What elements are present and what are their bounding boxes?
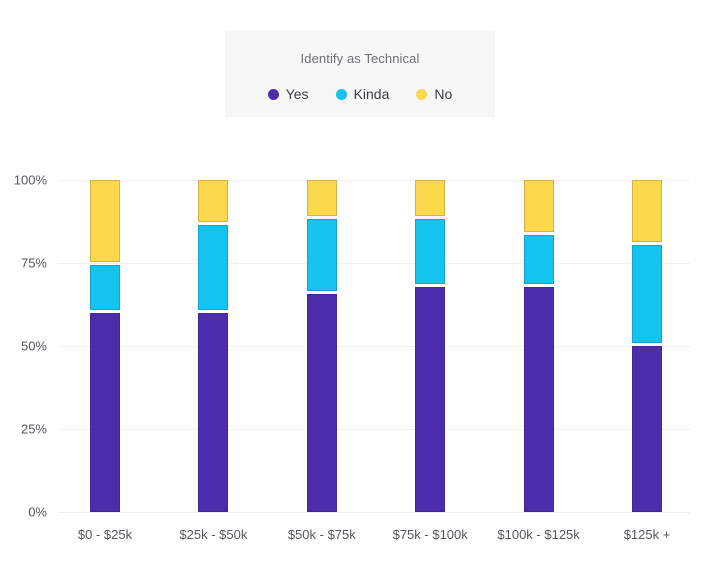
legend-marker-kinda-icon xyxy=(335,88,347,100)
bar-segment-yes[interactable] xyxy=(306,293,337,512)
legend-card: Identify as Technical Yes Kinda No xyxy=(225,30,495,117)
y-axis: 0% 25% 50% 75% 100% xyxy=(0,173,47,520)
legend-title: Identify as Technical xyxy=(300,51,420,66)
legend-item-kinda[interactable]: Kinda xyxy=(335,86,390,102)
bar-segment-no[interactable] xyxy=(415,180,446,216)
bar-segment-no[interactable] xyxy=(632,180,662,242)
x-tick-label: $25k - $50k xyxy=(179,527,248,542)
bar-100k-125k xyxy=(523,180,554,512)
bar-segment-yes[interactable] xyxy=(415,287,446,512)
bar-segment-kinda[interactable] xyxy=(415,218,446,285)
legend-item-no[interactable]: No xyxy=(416,86,452,102)
bar-segment-kinda[interactable] xyxy=(90,264,120,311)
bar-25k-50k xyxy=(198,180,229,512)
gridline xyxy=(58,428,690,430)
bar-segment-kinda[interactable] xyxy=(523,235,554,285)
bar-segment-kinda[interactable] xyxy=(632,244,662,343)
bar-125k xyxy=(632,180,662,512)
legend-marker-yes-icon xyxy=(267,88,279,100)
legend-marker-no-icon xyxy=(416,88,428,100)
x-tick-label: $0 - $25k xyxy=(77,527,133,542)
x-axis: $0 - $25k $25k - $50k $50k - $75k $75k - $1… xyxy=(58,527,690,547)
bar-50k-75k xyxy=(306,180,337,512)
y-tick-label: 75% xyxy=(20,255,47,271)
x-tick-label: $125k + xyxy=(623,527,671,542)
bar-segment-yes[interactable] xyxy=(90,313,120,512)
plot-area xyxy=(58,179,690,513)
bar-segment-kinda[interactable] xyxy=(306,218,337,291)
bar-segment-no[interactable] xyxy=(523,180,554,233)
y-tick-label: 0% xyxy=(28,504,47,520)
gridline xyxy=(58,262,690,264)
legend-item-yes[interactable]: Yes xyxy=(267,86,309,102)
legend-item-label: Yes xyxy=(285,86,309,102)
x-axis-baseline xyxy=(58,511,690,513)
bar-segment-no[interactable] xyxy=(90,180,120,262)
y-tick-label: 100% xyxy=(13,172,47,188)
gridline xyxy=(58,179,690,181)
y-tick-label: 50% xyxy=(20,338,47,354)
legend-item-label: No xyxy=(434,86,453,102)
x-tick-label: $50k - $75k xyxy=(287,527,356,542)
bar-segment-kinda[interactable] xyxy=(198,225,229,311)
bar-75k-100k xyxy=(415,180,446,512)
bar-0-25k xyxy=(90,180,120,512)
x-tick-label: $100k - $125k xyxy=(497,527,580,542)
x-tick-label: $75k - $100k xyxy=(392,527,468,542)
legend-items: Yes Kinda No xyxy=(225,86,495,102)
bar-segment-yes[interactable] xyxy=(632,345,662,512)
bar-segment-no[interactable] xyxy=(306,180,337,216)
bar-segment-no[interactable] xyxy=(198,180,229,223)
bar-segment-yes[interactable] xyxy=(523,287,554,512)
y-tick-label: 25% xyxy=(20,421,47,437)
legend-item-label: Kinda xyxy=(353,86,390,102)
gridline xyxy=(58,345,690,347)
bar-segment-yes[interactable] xyxy=(198,313,229,512)
